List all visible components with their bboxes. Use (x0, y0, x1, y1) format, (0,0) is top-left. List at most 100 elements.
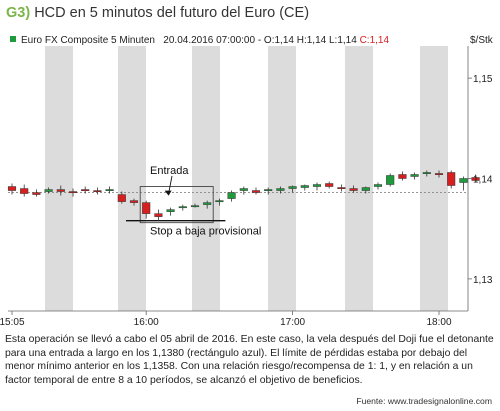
candle-24 (300, 184, 309, 191)
candle-body-28 (349, 188, 358, 191)
candle-34 (422, 170, 431, 177)
x-tick-label-3: 18:00 (426, 317, 451, 328)
candle-body-29 (361, 187, 370, 191)
trade-annotations: Entrada Stop a baja provisional (126, 165, 261, 238)
candle-body-27 (337, 187, 346, 189)
x-tick-label-0: 15:05 (0, 317, 25, 328)
candle-26 (325, 181, 334, 189)
x-tick-label-1: 16:00 (134, 317, 159, 328)
candle-body-9 (117, 194, 126, 202)
entry-label: Entrada (150, 165, 189, 177)
candle-body-0 (7, 186, 17, 191)
candle-8 (105, 186, 114, 194)
candle-body-11 (142, 202, 151, 214)
session-band-2 (192, 46, 220, 311)
candle-body-12 (154, 213, 163, 217)
candle-29 (361, 186, 370, 194)
candle-0 (7, 183, 17, 195)
candle-body-2 (32, 192, 41, 195)
candle-30 (373, 182, 383, 190)
candle-body-38 (471, 177, 480, 181)
candle-10 (129, 198, 139, 206)
x-tick-label-2: 17:00 (280, 317, 305, 328)
candle-body-20 (251, 190, 261, 193)
candle-38 (471, 174, 480, 183)
candle-body-24 (300, 185, 309, 188)
x-axis: 15:05 16:00 17:00 18:00 (0, 311, 452, 328)
candles (7, 170, 480, 221)
candle-17 (215, 198, 224, 206)
candle-body-30 (373, 184, 383, 187)
candle-body-32 (398, 174, 407, 179)
y-axis: 1,15 1,14 1,13 (468, 74, 493, 286)
candle-body-3 (44, 189, 53, 192)
instrument-name: Euro FX Composite 5 Minuten (21, 35, 155, 46)
unit-label: $/Stk (470, 35, 493, 46)
candle-body-22 (276, 188, 285, 191)
candle-35 (434, 170, 444, 178)
session-band-5 (420, 46, 448, 311)
candle-body-33 (410, 174, 419, 177)
candle-20 (251, 187, 261, 195)
chart-header: Euro FX Composite 5 Minuten 20.04.2016 0… (10, 35, 389, 46)
figure-title-text: HCD en 5 minutos del futuro del Euro (CE… (34, 5, 310, 21)
series-swatch-icon (10, 36, 16, 42)
candle-31 (386, 173, 395, 187)
session-band-1 (118, 46, 146, 311)
candle-36 (447, 170, 456, 189)
candle-13 (166, 207, 175, 216)
candle-15 (190, 203, 200, 208)
session-band-4 (345, 46, 373, 311)
candle-1 (20, 184, 29, 197)
candle-body-31 (386, 175, 395, 185)
candle-body-26 (325, 183, 334, 187)
candle-body-16 (203, 202, 212, 205)
candle-body-37 (459, 178, 468, 183)
candle-9 (117, 191, 126, 204)
candle-37 (459, 176, 468, 191)
y-tick-label-2: 1,13 (473, 275, 493, 286)
candle-body-25 (312, 184, 322, 187)
candle-33 (410, 172, 419, 180)
ohlc-readout: 20.04.2016 07:00:00 - O:1,14 H:1,14 L:1,… (163, 35, 357, 46)
session-bands (45, 46, 448, 311)
candle-body-17 (215, 200, 224, 203)
session-band-0 (45, 46, 73, 311)
candle-body-18 (227, 192, 236, 199)
candle-body-23 (288, 186, 297, 189)
y-tick-label-1: 1,14 (473, 175, 493, 186)
figure-description: Esta operación se llevó a cabo el 05 abr… (5, 334, 494, 386)
candle-3 (44, 187, 53, 194)
candle-23 (288, 185, 297, 193)
source-credit: Fuente: www.tradesignalonline.com (356, 396, 492, 406)
candle-22 (276, 186, 285, 194)
entry-box (139, 186, 214, 224)
candle-body-34 (422, 172, 431, 174)
candle-body-13 (166, 209, 175, 212)
candle-body-8 (105, 189, 114, 191)
candle-21 (264, 187, 273, 195)
candle-14 (178, 204, 187, 211)
candle-18 (227, 190, 236, 202)
candle-body-15 (190, 205, 200, 208)
candle-body-4 (56, 189, 65, 192)
candle-19 (239, 186, 248, 195)
candle-body-19 (239, 188, 248, 191)
candle-28 (349, 185, 358, 193)
stop-label: Stop a baja provisional (150, 226, 261, 238)
candle-body-10 (129, 200, 139, 203)
entry-arrow-icon (164, 190, 172, 196)
candle-body-5 (68, 191, 78, 193)
candle-body-35 (434, 173, 444, 175)
candle-body-14 (178, 206, 187, 209)
figure-title: G3) HCD en 5 minutos del futuro del Euro… (6, 5, 309, 21)
candle-25 (312, 182, 322, 191)
candle-12 (154, 209, 163, 221)
figure-tag: G3) (6, 5, 31, 21)
candle-6 (81, 186, 90, 194)
candle-body-36 (447, 172, 456, 186)
candle-27 (337, 184, 346, 192)
candle-body-6 (81, 189, 90, 191)
candle-5 (68, 188, 78, 197)
